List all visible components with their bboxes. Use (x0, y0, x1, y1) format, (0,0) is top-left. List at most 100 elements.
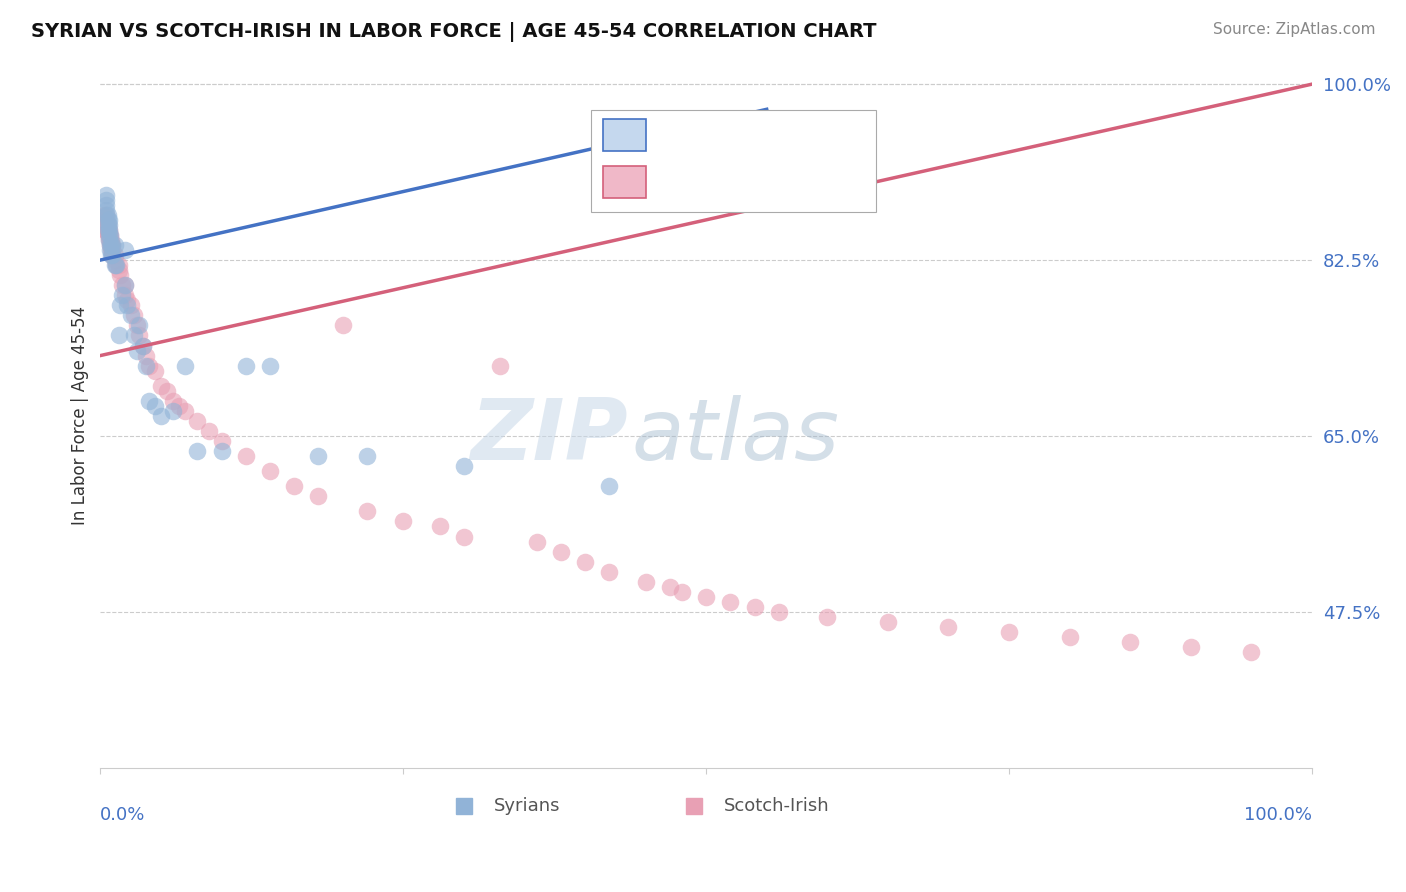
Point (259, 464, 281, 478)
Point (307, 489, 329, 503)
Point (128, 328, 150, 343)
Point (332, 318, 354, 333)
Point (598, 479, 620, 493)
Point (744, 599, 766, 614)
Y-axis label: In Labor Force | Age 45-54: In Labor Force | Age 45-54 (72, 306, 89, 525)
Point (186, 414, 208, 428)
Point (107, 258, 129, 272)
Point (94, 223, 117, 237)
Point (104, 258, 127, 272)
Point (97, 227, 120, 242)
Point (938, 620, 960, 634)
Point (114, 243, 136, 257)
Text: N = 50: N = 50 (773, 126, 846, 145)
Bar (603, 119, 645, 151)
Point (96, 208, 118, 222)
Point (97, 233, 120, 247)
Text: Syrians: Syrians (494, 797, 561, 815)
Point (101, 248, 124, 262)
Point (1119, 635, 1142, 649)
Point (96, 218, 118, 232)
Text: SYRIAN VS SCOTCH-IRISH IN LABOR FORCE | AGE 45-54 CORRELATION CHART: SYRIAN VS SCOTCH-IRISH IN LABOR FORCE | … (31, 22, 876, 42)
Point (162, 404, 184, 418)
Point (120, 298, 142, 312)
Point (97, 223, 120, 237)
Point (98, 227, 121, 242)
Point (105, 258, 128, 272)
Point (120, 309, 142, 323)
Text: 0.0%: 0.0% (100, 806, 146, 824)
Point (162, 393, 184, 408)
Point (100, 238, 122, 252)
Point (453, 459, 475, 474)
Point (143, 399, 166, 413)
Point (149, 409, 172, 423)
Point (107, 263, 129, 277)
Point (526, 534, 548, 549)
Point (101, 238, 124, 252)
Point (550, 544, 572, 558)
Point (658, 580, 681, 594)
Text: atlas: atlas (631, 395, 839, 478)
Point (174, 359, 197, 373)
Point (104, 253, 127, 268)
Point (97, 218, 120, 232)
Point (98, 243, 121, 257)
Point (96, 223, 118, 237)
Point (105, 258, 128, 272)
Point (1240, 645, 1263, 659)
Point (107, 328, 129, 343)
Point (96, 193, 118, 207)
Point (671, 584, 693, 599)
Point (98, 238, 121, 252)
Point (97, 218, 120, 232)
Point (100, 238, 122, 252)
Point (93, 208, 115, 222)
Point (97, 227, 120, 242)
Point (97, 223, 120, 237)
Point (198, 424, 221, 438)
Point (1180, 640, 1202, 654)
Point (998, 625, 1021, 640)
Point (94, 218, 117, 232)
Text: Scotch-Irish: Scotch-Irish (724, 797, 830, 815)
Point (96, 198, 118, 212)
Point (634, 574, 657, 589)
Point (94, 212, 117, 227)
Point (392, 515, 415, 529)
Text: N = 80: N = 80 (773, 173, 846, 192)
Point (132, 338, 155, 352)
Point (156, 384, 179, 398)
Point (718, 595, 741, 609)
Point (101, 243, 124, 257)
Point (97, 227, 120, 242)
Point (143, 364, 166, 378)
Bar (603, 166, 645, 198)
Point (132, 338, 155, 352)
Point (98, 227, 121, 242)
Point (108, 268, 131, 282)
Point (100, 248, 122, 262)
Point (96, 187, 118, 202)
Point (356, 449, 378, 463)
Point (283, 479, 305, 493)
Point (211, 434, 233, 448)
Point (114, 278, 136, 293)
Point (111, 278, 134, 293)
Point (186, 444, 208, 458)
Point (815, 610, 838, 624)
Point (125, 343, 148, 358)
Point (598, 565, 620, 579)
Point (235, 359, 257, 373)
Point (876, 615, 898, 629)
Point (111, 288, 134, 302)
Point (93, 212, 115, 227)
Point (97, 212, 120, 227)
Point (100, 233, 122, 247)
Point (489, 359, 512, 373)
Point (100, 243, 122, 257)
Point (108, 298, 131, 312)
Point (135, 349, 157, 363)
Text: ZIP: ZIP (470, 395, 627, 478)
Point (124, 328, 146, 343)
